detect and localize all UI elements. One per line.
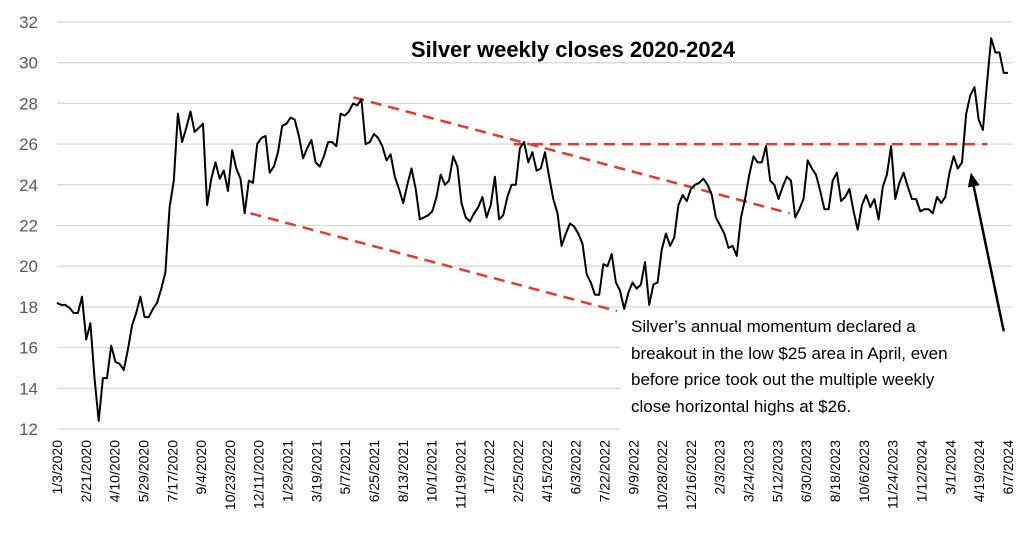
- annotation-line: Silver’s annual momentum declared a: [631, 317, 916, 336]
- silver-price-line: [56, 37, 1008, 422]
- x-tick-label: 1/3/2020: [49, 440, 65, 495]
- arrow-head: [967, 172, 980, 188]
- x-tick-label: 4/10/2020: [107, 440, 123, 502]
- x-tick-label: 12/11/2020: [251, 440, 267, 509]
- trendline: [353, 96, 791, 215]
- annotation-line: breakout in the low $25 area in April, e…: [631, 344, 948, 363]
- x-tick-label: 2/3/2023: [712, 440, 728, 495]
- x-tick-label: 8/18/2023: [827, 440, 843, 502]
- y-tick-label: 14: [19, 379, 38, 398]
- y-axis-ticks: 12 14 16 18 20 22 24 26 28 30 32: [19, 13, 38, 439]
- x-tick-label: 6/7/2024: [1000, 440, 1016, 495]
- x-axis-ticks: 1/3/2020 2/21/2020 4/10/2020 5/29/2020 7/17/…: [49, 440, 1016, 510]
- x-tick-label: 11/24/2023: [885, 440, 901, 509]
- x-tick-label: 2/25/2022: [510, 440, 526, 502]
- x-tick-label: 6/30/2023: [798, 440, 814, 502]
- x-tick-label: 5/29/2020: [135, 440, 151, 502]
- x-tick-label: 5/12/2023: [769, 440, 785, 502]
- y-tick-label: 22: [19, 217, 38, 236]
- annotation-text: Silver’s annual momentum declared a brea…: [631, 317, 948, 416]
- y-tick-label: 12: [19, 420, 38, 439]
- annotation-line: close horizontal highs at $26.: [631, 397, 851, 416]
- x-tick-label: 10/28/2022: [654, 440, 670, 510]
- x-tick-label: 8/13/2021: [395, 440, 411, 502]
- arrow-shaft: [972, 186, 1005, 332]
- y-tick-label: 32: [19, 13, 38, 32]
- x-tick-label: 10/6/2023: [856, 440, 872, 502]
- x-tick-label: 1/7/2022: [481, 440, 497, 495]
- x-tick-label: 9/4/2020: [193, 440, 209, 495]
- chart-title: Silver weekly closes 2020-2024: [411, 37, 736, 62]
- x-tick-label: 10/23/2020: [222, 440, 238, 510]
- x-tick-label: 9/9/2022: [625, 440, 641, 495]
- trendline: [250, 212, 618, 313]
- x-tick-label: 6/25/2021: [366, 440, 382, 502]
- y-tick-label: 26: [19, 135, 38, 154]
- y-tick-label: 20: [19, 257, 38, 276]
- annotation-arrow: [967, 172, 1005, 332]
- y-tick-label: 28: [19, 94, 38, 113]
- x-tick-label: 5/7/2021: [337, 440, 353, 495]
- x-tick-label: 12/16/2022: [683, 440, 699, 510]
- x-tick-label: 4/19/2024: [971, 440, 987, 502]
- x-tick-label: 3/24/2023: [741, 440, 757, 502]
- x-tick-label: 10/1/2021: [424, 440, 440, 502]
- x-tick-label: 6/3/2022: [568, 440, 584, 495]
- annotation-background: [620, 310, 1024, 432]
- y-tick-label: 24: [19, 176, 38, 195]
- x-tick-label: 7/22/2022: [596, 440, 612, 502]
- x-tick-label: 2/21/2020: [78, 440, 94, 502]
- x-tick-label: 7/17/2020: [164, 440, 180, 502]
- x-tick-label: 1/12/2024: [913, 440, 929, 502]
- x-tick-label: 11/19/2021: [452, 440, 468, 509]
- x-tick-label: 4/15/2022: [539, 440, 555, 502]
- x-tick-label: 3/1/2024: [942, 440, 958, 495]
- x-tick-label: 1/29/2021: [280, 440, 296, 502]
- annotation-line: before price took out the multiple weekl…: [631, 370, 935, 389]
- y-tick-label: 18: [19, 298, 38, 317]
- trendlines: [250, 96, 988, 313]
- gridlines: [57, 21, 1012, 430]
- x-tick-label: 3/19/2021: [308, 440, 324, 502]
- y-tick-label: 30: [19, 54, 38, 73]
- y-tick-label: 16: [19, 339, 38, 358]
